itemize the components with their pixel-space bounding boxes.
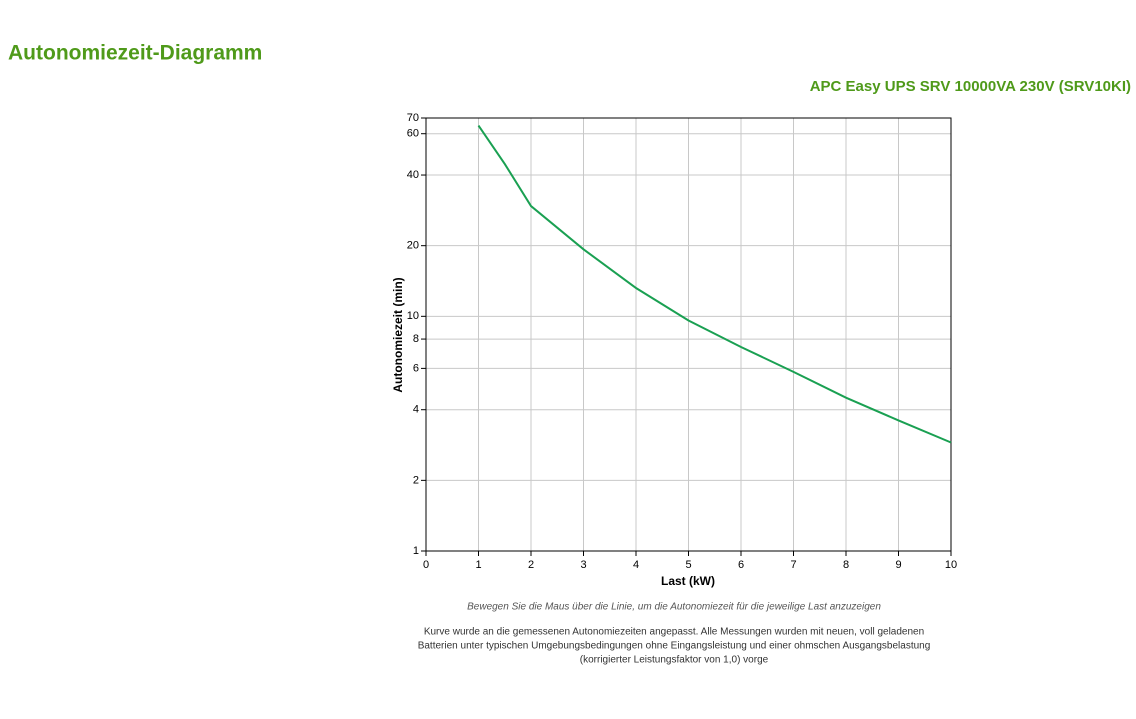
y-tick-label: 8 — [413, 333, 419, 345]
page-title: Autonomiezeit-Diagramm — [8, 42, 262, 65]
x-axis-label: Last (kW) — [661, 574, 715, 588]
x-tick-label: 3 — [580, 559, 586, 571]
y-axis-label: Autonomiezeit (min) — [391, 277, 405, 392]
y-tick-label: 6 — [413, 362, 419, 374]
x-tick-label: 8 — [843, 559, 849, 571]
y-tick-label: 40 — [407, 169, 419, 181]
hint: Bewegen Sie die Maus über die Linie, um … — [467, 602, 881, 613]
x-tick-label: 7 — [790, 559, 796, 571]
x-tick-label: 0 — [423, 559, 429, 571]
x-tick-label: 1 — [475, 559, 481, 571]
note-line: (korrigierter Leistungsfaktor von 1,0) v… — [580, 655, 769, 666]
x-tick-label: 5 — [685, 559, 691, 571]
x-tick-label: 10 — [945, 559, 957, 571]
plot-frame — [425, 117, 952, 552]
y-tick-label: 10 — [407, 310, 419, 322]
x-tick-label: 6 — [738, 559, 744, 571]
y-tick-label: 60 — [407, 128, 419, 140]
y-tick-label: 20 — [407, 240, 419, 252]
y-tick-label: 2 — [413, 474, 419, 486]
x-tick-label: 9 — [895, 559, 901, 571]
x-tick-label: 4 — [633, 559, 639, 571]
y-tick-label: 1 — [413, 545, 419, 557]
y-tick-label: 70 — [407, 112, 419, 124]
runtime-curve — [477, 124, 952, 444]
note-line: Batterien unter typischen Umgebungsbedin… — [418, 641, 931, 652]
note-line: Kurve wurde an die gemessenen Autonomiez… — [424, 627, 924, 638]
y-tick-label: 4 — [413, 404, 419, 416]
x-tick-label: 2 — [528, 559, 534, 571]
product-name: APC Easy UPS SRV 10000VA 230V (SRV10KI) — [810, 78, 1131, 95]
